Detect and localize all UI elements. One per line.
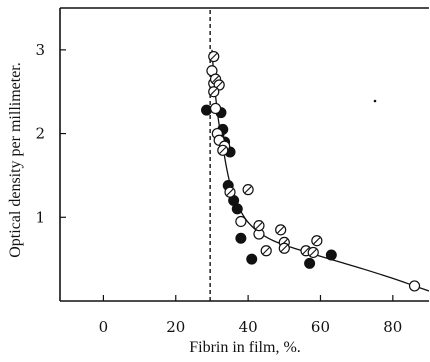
x-tick-label: 80: [383, 318, 402, 336]
hatched-circle-point: [275, 224, 287, 236]
open-circle-point: [209, 102, 222, 115]
x-tick-label: 0: [99, 318, 109, 336]
hatched-circle-point: [260, 245, 272, 257]
hatched-circle-point: [224, 186, 236, 198]
filled-circle-point: [235, 232, 247, 244]
hatched-circle-point: [278, 242, 290, 254]
hatched-circle-point: [307, 246, 319, 259]
y-tick-label: 3: [35, 41, 45, 59]
tick-labels: 0 20 40 60 80 1 2 3: [35, 41, 402, 336]
filled-circle-point: [325, 249, 337, 261]
filled-circle-point: [231, 203, 243, 215]
data-points: [201, 50, 421, 292]
fit-curve-line: [211, 49, 429, 292]
hatched-circle-point: [253, 220, 265, 232]
y-axis-title: Optical density per millimeter.: [7, 62, 24, 258]
hatched-circle-point: [208, 86, 220, 98]
x-tick-label: 60: [311, 318, 330, 336]
open-circle-point: [235, 215, 247, 228]
open-circle-point: [408, 280, 421, 292]
stray-dot-mark: [373, 99, 377, 103]
hatched-circle-point: [311, 235, 323, 247]
x-axis-title: Fibrin in film, %.: [189, 339, 301, 356]
x-tick-label: 40: [239, 318, 258, 336]
hatched-circle-point: [217, 144, 229, 156]
x-tick-label: 20: [166, 318, 185, 336]
filled-circle-point: [201, 104, 213, 116]
y-tick-label: 2: [35, 125, 45, 143]
tick-marks: [60, 49, 394, 301]
filled-circle-point: [246, 253, 258, 265]
hatched-circle-point: [242, 184, 254, 196]
y-tick-label: 1: [35, 208, 45, 226]
hatched-circle-point: [208, 50, 220, 63]
filled-circle-point: [304, 257, 316, 269]
